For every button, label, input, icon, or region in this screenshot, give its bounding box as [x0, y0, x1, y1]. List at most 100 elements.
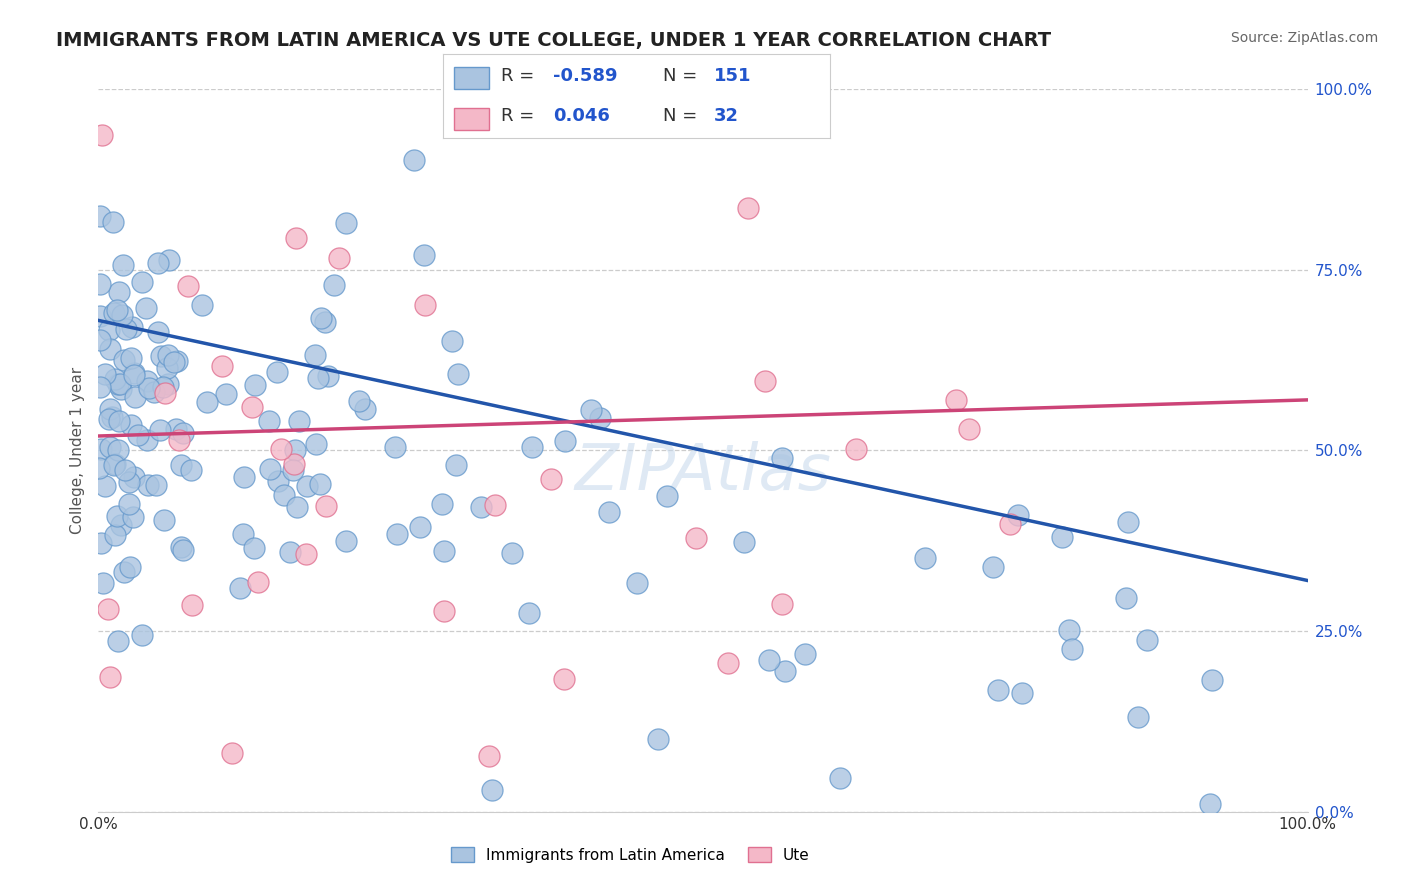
Point [685, 531, 707, 545]
Point [157, 253, 180, 268]
Point [97, 411, 120, 425]
Point [165, 422, 187, 436]
Point [98, 323, 121, 337]
Point [166, 354, 188, 368]
Point [430, 497, 453, 511]
Point [153, 385, 176, 400]
Point [114, 463, 136, 477]
Text: 151: 151 [714, 67, 751, 85]
Point [519, 606, 541, 620]
Point [170, 540, 193, 554]
Point [131, 627, 153, 641]
Point [101, 215, 124, 229]
Point [243, 378, 266, 392]
Point [108, 376, 131, 391]
Point [501, 546, 523, 560]
Point [1201, 673, 1223, 687]
Point [384, 440, 406, 454]
Point [259, 414, 281, 428]
Point [1136, 633, 1159, 648]
Point [987, 683, 1010, 698]
Point [733, 534, 755, 549]
Point [124, 368, 146, 383]
Point [90, 442, 112, 457]
Point [259, 462, 281, 476]
Point [229, 581, 252, 595]
Point [433, 604, 456, 618]
Point [100, 410, 122, 425]
Point [105, 508, 128, 523]
Point [285, 500, 308, 515]
Point [409, 520, 432, 534]
FancyBboxPatch shape [454, 67, 489, 89]
Point [315, 500, 337, 514]
Point [89, 309, 111, 323]
Point [89, 460, 111, 475]
Point [288, 413, 311, 427]
Point [444, 458, 467, 472]
Point [170, 458, 193, 473]
Point [737, 201, 759, 215]
Point [191, 298, 214, 312]
Point [107, 443, 129, 458]
Point [221, 747, 243, 761]
Point [266, 474, 288, 488]
Text: R =: R = [501, 107, 540, 125]
Point [112, 565, 135, 579]
Point [138, 381, 160, 395]
Point [108, 285, 131, 300]
Point [404, 153, 426, 168]
Point [440, 334, 463, 349]
Point [98, 402, 121, 417]
Point [107, 634, 129, 648]
Point [120, 418, 142, 433]
Point [103, 306, 125, 320]
Text: Source: ZipAtlas.com: Source: ZipAtlas.com [1230, 31, 1378, 45]
Point [283, 463, 305, 477]
Point [172, 426, 194, 441]
Point [136, 374, 159, 388]
Point [98, 670, 121, 684]
Legend: Immigrants from Latin America, Ute: Immigrants from Latin America, Ute [444, 841, 815, 869]
Point [104, 372, 127, 386]
Point [120, 559, 142, 574]
Point [1007, 508, 1029, 522]
Point [1115, 591, 1137, 605]
Text: N =: N = [664, 107, 703, 125]
Point [211, 359, 233, 373]
Point [1011, 686, 1033, 700]
Point [553, 672, 575, 686]
Point [945, 393, 967, 408]
Point [247, 574, 270, 589]
Point [655, 489, 678, 503]
Point [828, 771, 851, 785]
Point [243, 541, 266, 555]
Point [124, 366, 146, 380]
Point [270, 442, 292, 456]
Point [1050, 530, 1073, 544]
Y-axis label: College, Under 1 year: College, Under 1 year [69, 367, 84, 534]
Point [309, 310, 332, 325]
Point [136, 478, 159, 492]
Point [145, 478, 167, 492]
Point [283, 457, 305, 471]
Point [470, 500, 492, 514]
Point [93, 368, 115, 382]
Point [1128, 710, 1150, 724]
Point [413, 248, 436, 262]
Point [143, 385, 166, 400]
Point [112, 352, 135, 367]
Point [598, 505, 620, 519]
Point [89, 277, 111, 292]
Point [481, 782, 503, 797]
Point [93, 479, 115, 493]
Point [775, 664, 797, 678]
Point [647, 731, 669, 746]
Point [295, 479, 318, 493]
Point [278, 545, 301, 559]
Point [89, 380, 111, 394]
Point [914, 550, 936, 565]
Text: ZIPAtlas: ZIPAtlas [575, 442, 831, 503]
Point [266, 365, 288, 379]
Point [149, 349, 172, 363]
